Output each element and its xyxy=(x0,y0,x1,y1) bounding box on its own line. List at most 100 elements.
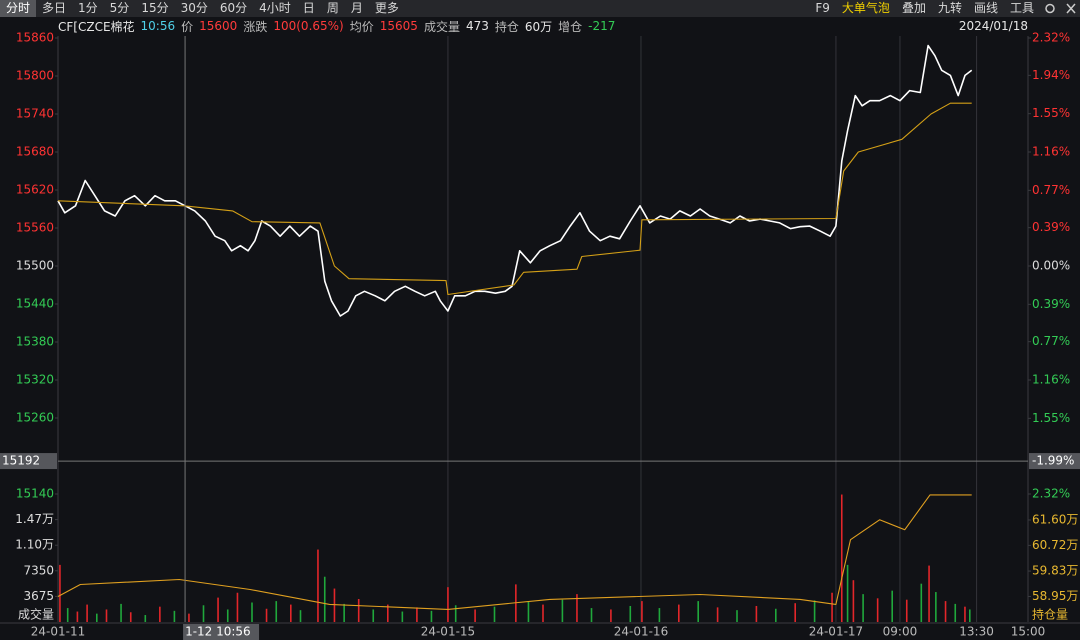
y-tick-label: 15440 xyxy=(16,297,54,311)
tool-button[interactable]: 工具 xyxy=(1009,1,1034,15)
close-icon[interactable] xyxy=(1066,3,1076,14)
volume-bar xyxy=(226,609,229,622)
x-tick-label: 13:30 xyxy=(959,625,994,639)
volume-bar xyxy=(755,605,758,622)
settings-icon[interactable] xyxy=(1045,3,1055,14)
volume-bar xyxy=(658,608,661,622)
period-tab[interactable]: 分时 xyxy=(0,0,37,17)
period-tab[interactable]: 30分 xyxy=(180,1,208,15)
y-tick-label: 3675 xyxy=(23,589,54,603)
y2-tick-label: 59.83万 xyxy=(1032,564,1078,578)
volume-bar xyxy=(905,599,908,622)
volume-bar xyxy=(576,594,578,622)
date: 2024/01/18 xyxy=(958,19,1028,33)
price-line xyxy=(57,44,973,317)
volume-bar xyxy=(831,592,833,622)
volume-bar xyxy=(236,592,239,622)
info-item: 15605 xyxy=(379,19,418,33)
y-tick-label: 7350 xyxy=(23,563,54,577)
period-tab[interactable]: 周 xyxy=(326,1,339,15)
volume-bar xyxy=(333,588,336,622)
period-tab[interactable]: 多日 xyxy=(42,1,67,15)
info-item: 10:56 xyxy=(140,19,176,33)
volume-bar xyxy=(954,603,957,622)
y2-tick-label: 2.32% xyxy=(1032,31,1070,45)
volume-bar xyxy=(775,608,777,622)
tool-button[interactable]: 大单气泡 xyxy=(841,1,890,15)
y-tick-label: 15260 xyxy=(16,411,54,425)
y-tick-label: 15740 xyxy=(16,107,54,121)
y2-tick-label: 0.39% xyxy=(1032,220,1070,234)
period-tab[interactable]: 5分 xyxy=(109,1,130,15)
y-tick-label: 15560 xyxy=(16,221,54,235)
y2-tick-label: 1.94% xyxy=(1032,68,1070,82)
info-item: 增仓 xyxy=(558,19,583,34)
volume-bar xyxy=(265,608,268,622)
volume-bar xyxy=(105,609,108,622)
volume-bar xyxy=(474,609,476,622)
volume-bar xyxy=(275,601,278,622)
y2-tick-label: 0.00% xyxy=(1032,259,1070,273)
volume-bar xyxy=(447,587,449,622)
crosshair-y-label: 15192 xyxy=(2,454,40,468)
period-tab[interactable]: 月 xyxy=(350,1,363,15)
y-tick-label: 15380 xyxy=(16,335,54,349)
volume-bar xyxy=(928,565,930,622)
volume-bar xyxy=(66,608,69,622)
volume-bar xyxy=(736,610,738,622)
tool-button[interactable]: 画线 xyxy=(973,1,998,15)
crosshair-box xyxy=(183,624,260,640)
period-tab[interactable]: 日 xyxy=(302,1,315,15)
volume-bar xyxy=(202,605,205,622)
tool-button[interactable]: 九转 xyxy=(937,1,962,15)
x-tick-label: 24-01-17 xyxy=(809,625,863,639)
volume-bar xyxy=(387,604,389,622)
volume-bar xyxy=(813,600,816,622)
volume-bar xyxy=(86,604,88,622)
average-line xyxy=(57,102,972,296)
y2-tick-label: 58.95万 xyxy=(1032,589,1078,603)
volume-bar xyxy=(401,611,404,622)
info-item: 473 xyxy=(465,19,489,33)
volume-bar xyxy=(629,605,632,622)
volume-bar xyxy=(935,592,937,622)
volume-bar xyxy=(317,549,319,622)
volume-bar xyxy=(357,599,360,622)
y-tick-label: 1.10万 xyxy=(15,538,54,552)
volume-bar xyxy=(454,605,457,622)
volume-bar xyxy=(964,606,966,622)
volume-bar xyxy=(891,590,893,622)
volume-bar xyxy=(590,608,593,622)
volume-bar xyxy=(251,602,253,622)
y2-tick-label: 61.60万 xyxy=(1032,512,1078,526)
period-tab[interactable]: 15分 xyxy=(141,1,169,15)
period-tab[interactable]: 4小时 xyxy=(259,1,291,15)
volume-bar xyxy=(515,584,517,622)
volume-bar xyxy=(159,606,161,622)
volume-bar xyxy=(610,609,612,622)
x-tick-label: 24-01-11 xyxy=(31,625,85,639)
volume-bar xyxy=(299,610,302,622)
toolbar: 分时 多日 1分 5分 15分 30分 60分 4小时日周月更多 F9 大单气泡 叠加 九转 画线 工具 xyxy=(0,0,1080,17)
period-tab[interactable]: 1分 xyxy=(78,1,98,15)
tool-button[interactable]: F9 xyxy=(815,1,830,15)
y2-axis-label: 持仓量 xyxy=(1032,607,1068,622)
period-tab[interactable]: 60分 xyxy=(219,1,248,15)
y-tick-label: 15620 xyxy=(16,183,54,197)
info-item: 均价 xyxy=(349,19,374,34)
volume-bar xyxy=(716,607,719,622)
y2-tick-label: 2.32% xyxy=(1032,487,1070,501)
info-item: -217 xyxy=(588,19,616,33)
period-tab[interactable]: 更多 xyxy=(374,1,399,15)
volume-bar xyxy=(697,601,699,622)
volume-bar xyxy=(188,613,190,622)
y2-tick-label: 1.55% xyxy=(1032,106,1070,120)
tool-button[interactable]: 叠加 xyxy=(901,1,926,15)
info-item: 持仓 xyxy=(494,19,519,34)
y2-tick-label: 1.55% xyxy=(1032,411,1070,425)
volume-bar xyxy=(944,601,947,622)
info-item: 60万 xyxy=(524,19,553,34)
volume-bar xyxy=(144,615,147,622)
volume-bar xyxy=(96,613,98,622)
